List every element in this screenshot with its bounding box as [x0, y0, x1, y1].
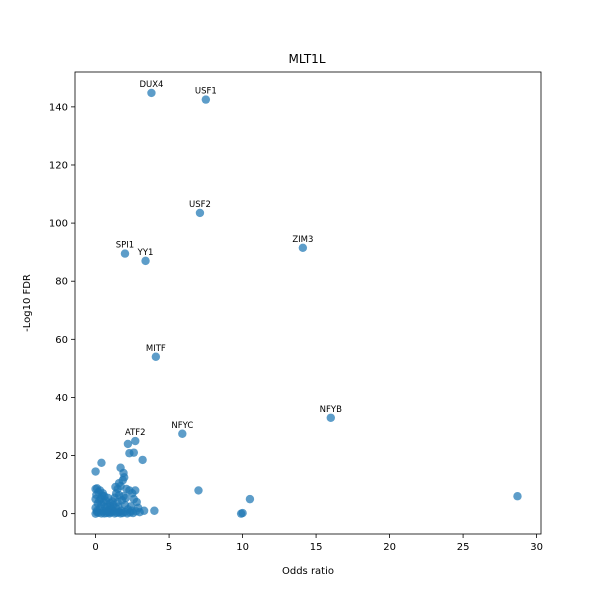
scatter-point	[127, 506, 136, 515]
annotation-dux4: DUX4	[139, 80, 163, 90]
plot-frame	[74, 71, 542, 535]
annotation-mitf: MITF	[146, 344, 166, 354]
scatter-point	[134, 503, 143, 513]
y-axis-label: -Log10 FDR	[22, 274, 33, 332]
chart-title: MLT1L	[288, 52, 325, 66]
scatter-point	[94, 487, 103, 497]
y-tick-label: 100	[49, 219, 68, 230]
labeled-point-zim3	[298, 243, 308, 252]
x-axis-label: Odds ratio	[282, 566, 334, 577]
y-tick-label: 40	[55, 393, 68, 404]
y-tick-label: 0	[62, 509, 68, 520]
x-tick-label: 10	[236, 542, 249, 553]
x-tick-label: 30	[530, 542, 543, 553]
labeled-point-atf2	[131, 436, 140, 446]
y-tick-label: 60	[55, 335, 68, 346]
labeled-point-nfyb	[326, 413, 335, 422]
scatter-point	[91, 467, 100, 476]
annotation-yy1: YY1	[137, 248, 154, 258]
x-axis-ticks: 0 5 10 15 20 25 30	[92, 534, 543, 553]
points-layer	[91, 439, 522, 518]
labeled-point-usf1	[201, 95, 211, 104]
scatter-point	[112, 508, 122, 517]
labeled-point-yy1	[141, 256, 150, 266]
labeled-point-dux4	[147, 88, 156, 98]
scatter-point	[513, 492, 522, 501]
annotation-nfyc: NFYC	[171, 421, 193, 431]
y-tick-label: 120	[49, 160, 68, 171]
annotation-nfyb: NFYB	[320, 405, 342, 415]
scatter-point	[138, 455, 147, 465]
x-tick-label: 5	[166, 542, 172, 553]
labeled-point-spi1	[120, 249, 130, 258]
x-tick-label: 0	[92, 542, 98, 553]
annotation-usf1: USF1	[195, 87, 217, 97]
y-tick-label: 20	[55, 451, 68, 462]
labeled-points-layer	[120, 88, 335, 446]
x-tick-label: 20	[383, 542, 396, 553]
scatter-point	[245, 494, 255, 504]
y-tick-label: 140	[49, 102, 68, 113]
scatter-point	[194, 486, 203, 495]
scatter-point	[121, 493, 130, 503]
scatter-point	[236, 509, 246, 518]
annotation-spi1: SPI1	[116, 241, 134, 251]
scatter-point	[125, 449, 134, 458]
scatter-point	[123, 439, 133, 449]
scatter-point	[106, 499, 115, 508]
y-axis-ticks: 0 20 40 60 80 100 120 140	[49, 102, 75, 520]
scatter-point	[150, 506, 159, 515]
labeled-point-mitf	[151, 352, 161, 361]
annotation-zim3: ZIM3	[292, 235, 313, 245]
labeled-point-usf2	[195, 208, 205, 218]
scatter-point	[101, 506, 111, 515]
x-tick-label: 25	[457, 542, 470, 553]
annotation-usf2: USF2	[189, 200, 211, 210]
scatter-point	[97, 458, 106, 468]
y-tick-label: 80	[55, 277, 68, 288]
scatter-point	[111, 482, 120, 492]
annotation-atf2: ATF2	[125, 428, 146, 438]
x-tick-label: 15	[310, 542, 323, 553]
labeled-point-nfyc	[178, 429, 187, 438]
